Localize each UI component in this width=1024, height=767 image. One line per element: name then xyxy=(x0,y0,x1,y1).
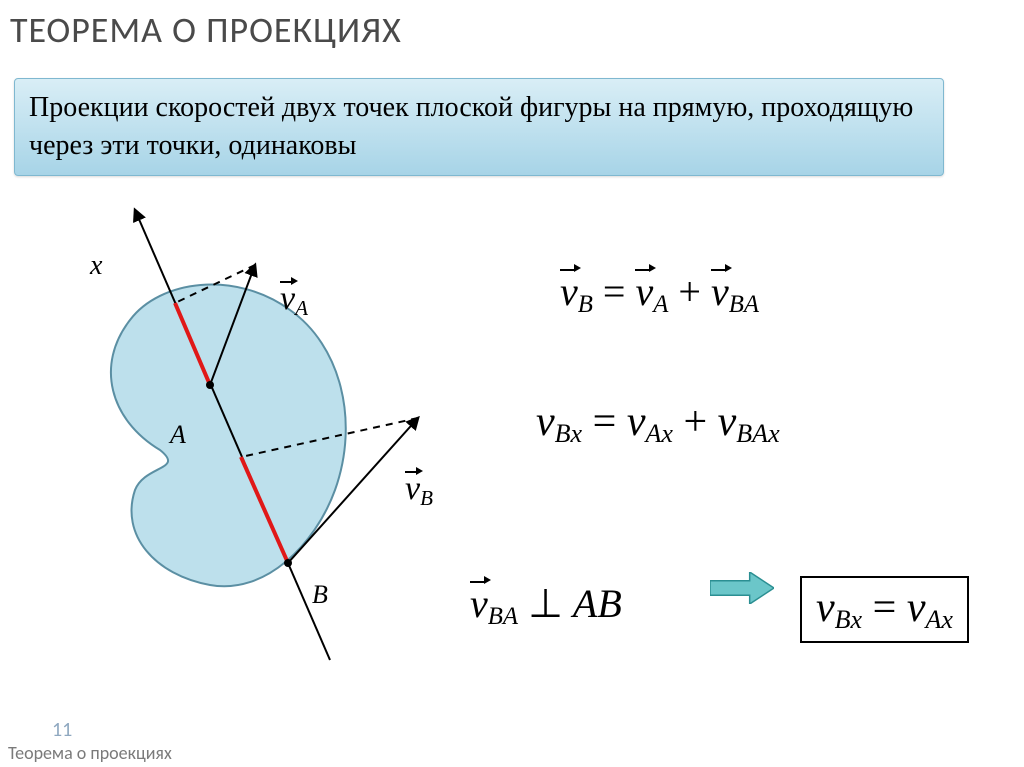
page-title: ТЕОРЕМА О ПРОЕКЦИЯХ xyxy=(10,8,402,52)
equation-perpendicular: vBA ⊥ AB xyxy=(470,580,622,631)
theorem-statement: Проекции скоростей двух точек плоской фи… xyxy=(14,78,944,176)
point-label-b: B xyxy=(312,580,328,610)
axis-label-x: x xyxy=(90,250,102,282)
equation-vector-sum: vB = vA + vBA xyxy=(560,268,759,319)
point-label-a: A xyxy=(170,420,186,450)
slide-caption: Теорема о проекциях xyxy=(8,742,172,764)
vector-label-va: vA xyxy=(280,280,308,321)
vector-label-vb: vB xyxy=(405,470,433,511)
equation-projection-sum: vBx = vAx + vBAx xyxy=(536,398,780,449)
rigid-body-blob xyxy=(111,285,346,587)
implication-arrow-icon xyxy=(710,572,774,604)
point-a xyxy=(206,381,214,389)
slide-number: 11 xyxy=(52,718,72,742)
projection-diagram xyxy=(40,190,470,680)
point-b xyxy=(284,559,292,567)
equation-result-boxed: vBx = vAx xyxy=(800,576,969,643)
